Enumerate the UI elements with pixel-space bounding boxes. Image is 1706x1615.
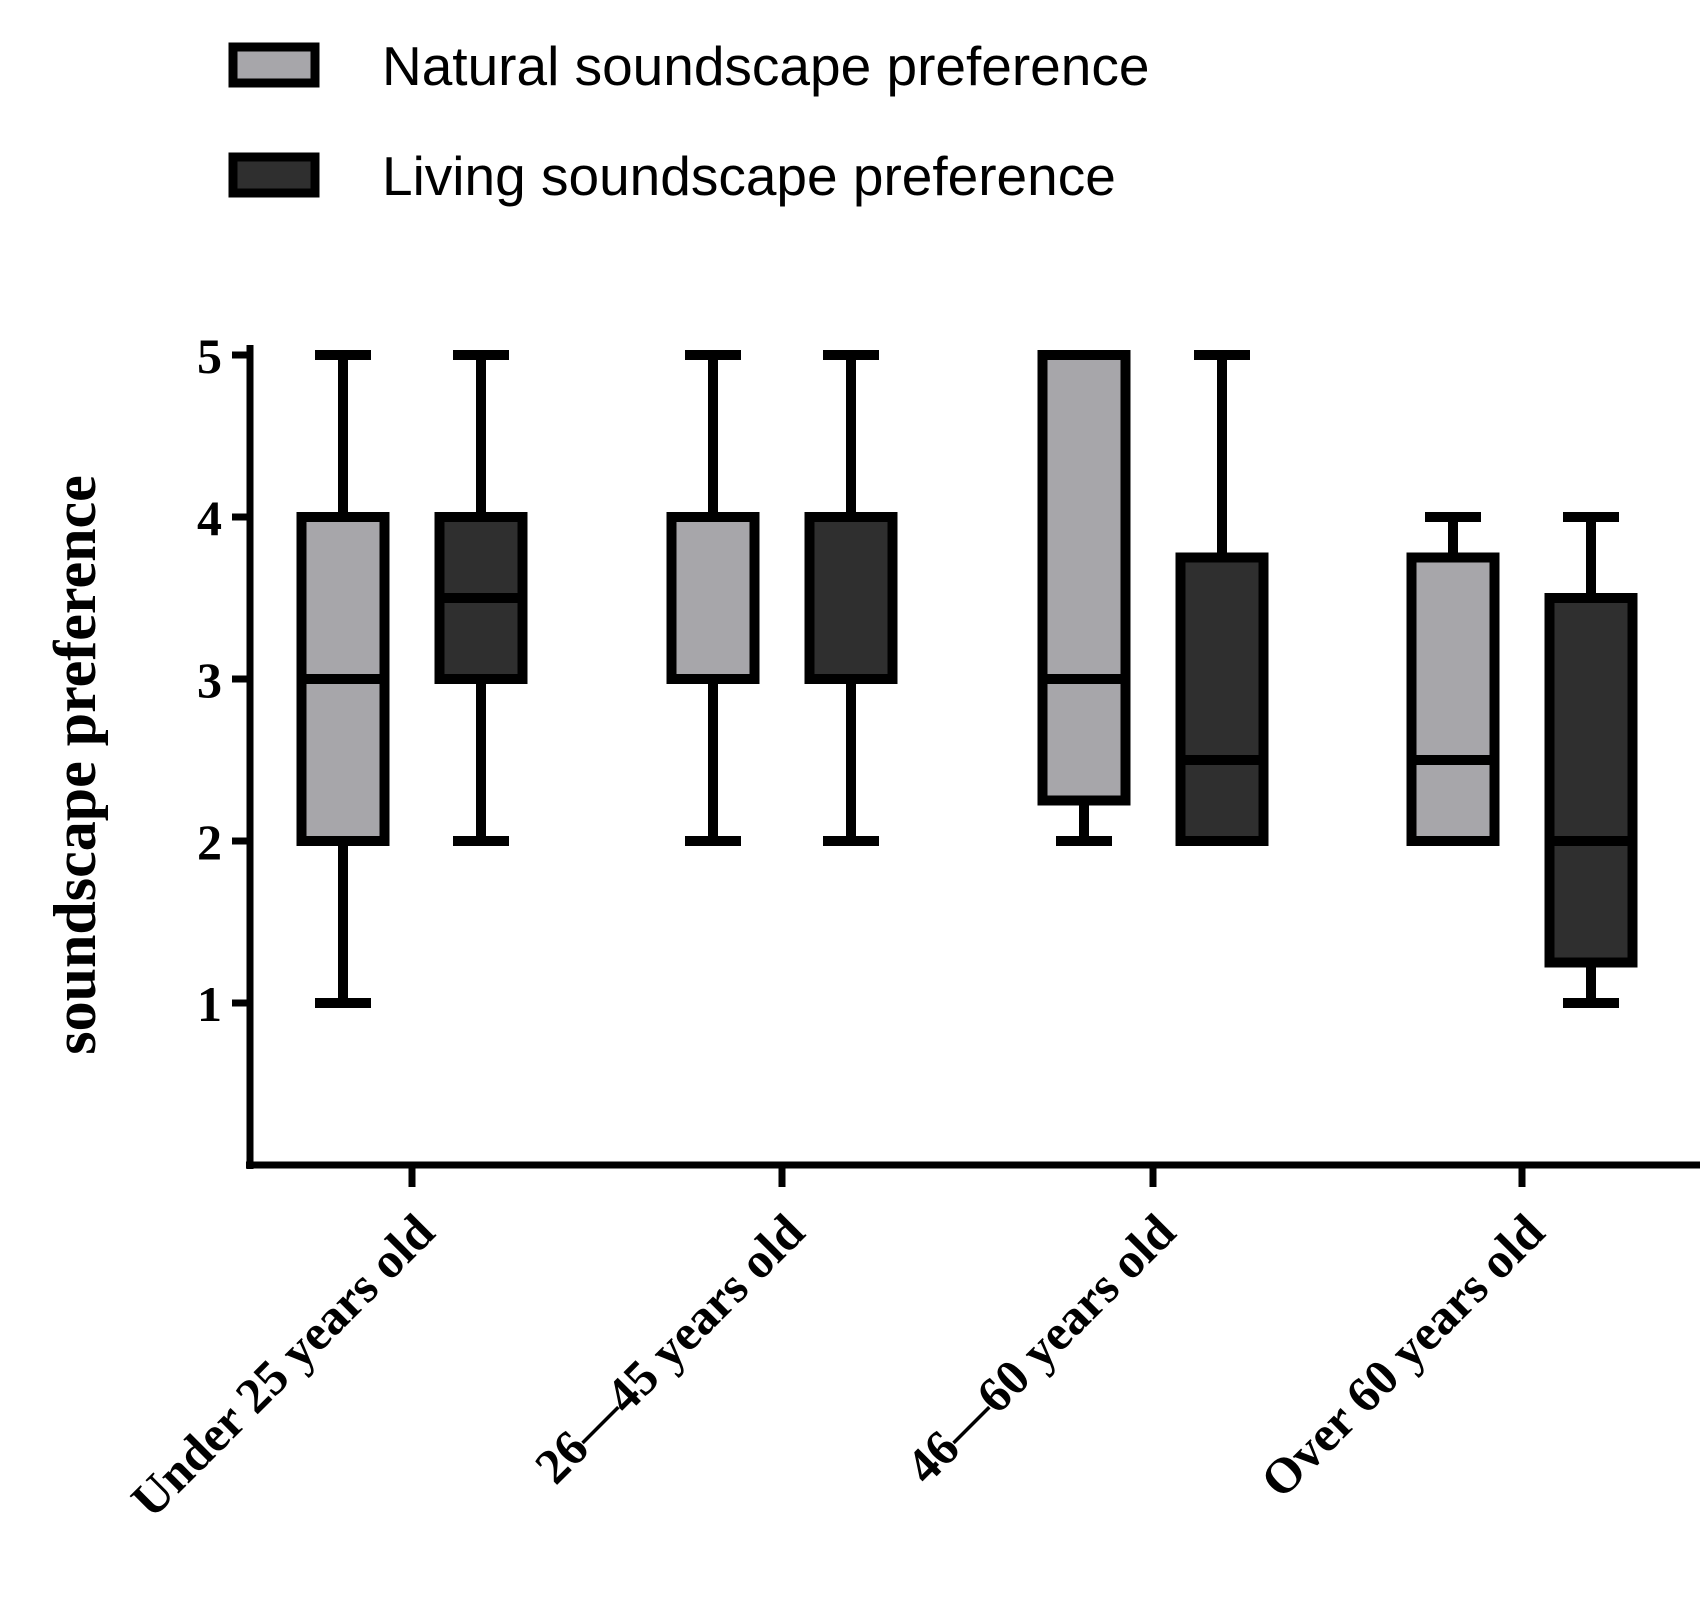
box-iqr [666, 512, 760, 684]
y-tick-label-1: 1 [197, 976, 222, 1032]
x-tick-label-4: Over 60 years old [1250, 1203, 1555, 1508]
box-natural-3 [1037, 350, 1131, 846]
box-natural-4 [1406, 512, 1500, 846]
legend: Natural soundscape preference Living soun… [228, 35, 1149, 207]
y-tick-label-4: 4 [197, 490, 222, 546]
box-iqr [1406, 552, 1500, 846]
y-tick-label-2: 2 [197, 814, 222, 870]
y-ticks: 1 2 3 4 5 [197, 328, 250, 1032]
x-tick-label-2: 26—45 years old [524, 1203, 815, 1494]
box-living-3 [1175, 350, 1269, 846]
legend-label-natural: Natural soundscape preference [382, 35, 1149, 97]
y-axis-label-group: soundscape preference [42, 475, 108, 1054]
y-tick-label-3: 3 [197, 652, 222, 708]
box-iqr [1544, 593, 1638, 968]
y-axis-label: soundscape preference [42, 475, 108, 1054]
legend-swatch-natural [228, 42, 320, 88]
y-tick-label-5: 5 [197, 328, 222, 384]
legend-swatch-living [228, 152, 320, 198]
box-natural-2 [666, 350, 760, 846]
x-tick-label-3: 46—60 years old [895, 1203, 1186, 1494]
boxes [296, 350, 1638, 1008]
x-ticks: Under 25 years old 26—45 years old 46—60 y… [120, 1165, 1555, 1528]
legend-label-living: Living soundscape preference [382, 145, 1116, 207]
box-living-1 [434, 350, 528, 846]
box-iqr [1175, 552, 1269, 846]
axes [246, 345, 1700, 1169]
box-living-4 [1544, 512, 1638, 1008]
x-tick-label-1: Under 25 years old [120, 1203, 445, 1528]
box-iqr [804, 512, 898, 684]
box-natural-1 [296, 350, 390, 1008]
box-iqr [1037, 350, 1131, 806]
box-living-2 [804, 350, 898, 846]
